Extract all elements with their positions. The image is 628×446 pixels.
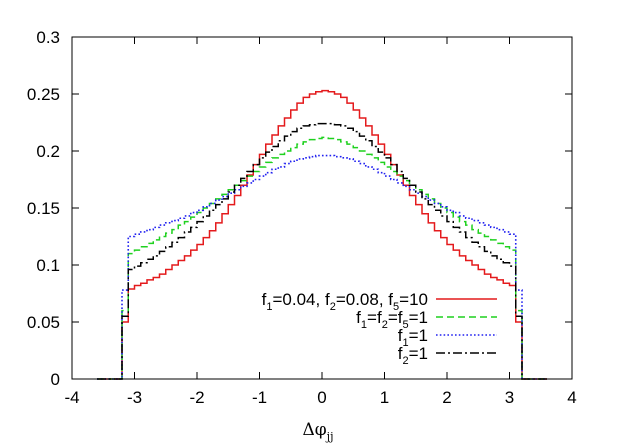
legend: f1=0.04, f2=0.08, f5=10f1=f2=f5=1f1=1f2=… <box>262 290 497 367</box>
y-tick-label: 0.2 <box>36 142 60 161</box>
plot-curves <box>97 89 547 380</box>
y-tick-label: 0.25 <box>27 85 60 104</box>
x-axis-label: Δφjj <box>302 420 333 443</box>
legend-label-1: f1=0.04, f2=0.08, f5=10 <box>262 290 428 313</box>
x-tick-label: 4 <box>567 388 576 407</box>
series-line-3 <box>97 154 547 380</box>
series-line-4 <box>97 122 547 380</box>
y-tick-label: 0 <box>51 370 60 389</box>
legend-label-2: f1=f2=f5=1 <box>356 308 428 331</box>
x-tick-label: -1 <box>252 388 267 407</box>
plot-frame <box>71 36 573 380</box>
series-line-1 <box>97 89 547 380</box>
x-tick-label: 3 <box>505 388 514 407</box>
x-tick-labels: -4 -3 -2 -1 0 1 2 3 4 <box>64 388 576 407</box>
y-tick-labels: 0 0.05 0.1 0.15 0.2 0.25 0.3 <box>27 28 60 389</box>
x-tick-label: 1 <box>380 388 389 407</box>
x-tick-label: -3 <box>127 388 142 407</box>
x-tick-label: 2 <box>442 388 451 407</box>
x-tick-label: -4 <box>64 388 79 407</box>
legend-label-4: f2=1 <box>398 344 428 367</box>
y-tick-label: 0.15 <box>27 199 60 218</box>
y-tick-label: 0.1 <box>36 256 60 275</box>
x-tick-label: -2 <box>189 388 204 407</box>
y-tick-label: 0.05 <box>27 313 60 332</box>
y-tick-label: 0.3 <box>36 28 60 47</box>
x-tick-label: 0 <box>317 388 326 407</box>
series-line-2 <box>97 136 547 380</box>
axis-ticks <box>71 36 573 380</box>
legend-label-3: f1=1 <box>398 326 428 349</box>
